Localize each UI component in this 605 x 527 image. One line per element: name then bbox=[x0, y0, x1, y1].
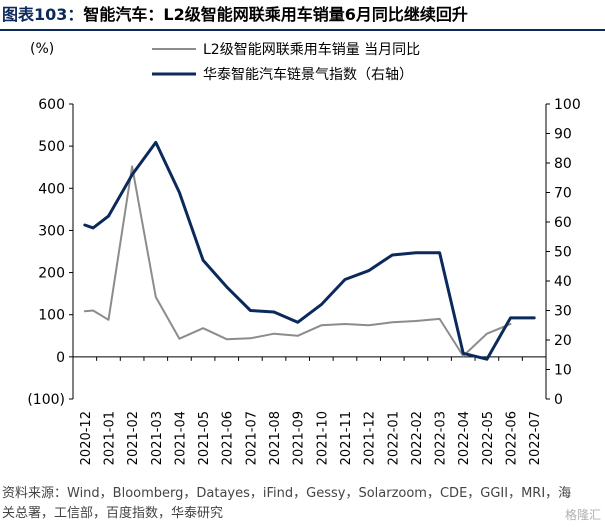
x-tick-label: 2022-04 bbox=[457, 411, 472, 465]
left-tick-label: 100 bbox=[38, 308, 65, 324]
x-tick-label: 2022-03 bbox=[434, 411, 449, 465]
series-line bbox=[83, 165, 512, 357]
x-tick-label: 2021-01 bbox=[102, 411, 117, 465]
left-tick-label: 600 bbox=[38, 97, 65, 113]
left-tick-label: 0 bbox=[56, 350, 65, 366]
source-note: 资料来源：Wind，Bloomberg，Datayes，iFind，Gessy，… bbox=[2, 486, 572, 521]
x-tick-label: 2022-02 bbox=[410, 411, 425, 465]
right-tick-label: 100 bbox=[554, 97, 581, 113]
left-tick-label: 200 bbox=[38, 266, 65, 282]
x-tick-label: 2021-11 bbox=[339, 411, 354, 465]
right-tick-label: 70 bbox=[554, 186, 572, 202]
left-tick-label: 300 bbox=[38, 223, 65, 239]
watermark: 格隆汇 bbox=[564, 508, 601, 522]
right-tick-label: 40 bbox=[554, 274, 572, 290]
right-tick-label: 30 bbox=[554, 304, 572, 320]
x-tick-label: 2022-05 bbox=[481, 411, 496, 465]
x-tick-label: 2021-05 bbox=[197, 411, 212, 465]
x-tick-label: 2021-08 bbox=[268, 411, 283, 465]
x-tick-label: 2020-12 bbox=[79, 411, 94, 465]
x-tick-label: 2021-04 bbox=[173, 411, 188, 465]
right-tick-label: 50 bbox=[554, 245, 572, 261]
x-tick-label: 2022-06 bbox=[505, 411, 520, 465]
x-tick-label: 2021-09 bbox=[292, 411, 307, 465]
right-tick-label: 20 bbox=[554, 333, 572, 349]
chart-title: 智能汽车：L2级智能网联乘用车销量6月同比继续回升 bbox=[83, 5, 468, 24]
x-tick-label: 2022-01 bbox=[386, 411, 401, 465]
left-tick-label: (100) bbox=[27, 392, 65, 408]
x-tick-label: 2021-06 bbox=[221, 411, 236, 465]
right-tick-label: 60 bbox=[554, 215, 572, 231]
left-tick-label: 400 bbox=[38, 181, 65, 197]
title-divider bbox=[0, 29, 605, 31]
line-chart: (100) 0 100 200 300 400 500 600 0 10 20 30 40 50 60 70 8… bbox=[27, 41, 581, 465]
x-tick-label: 2021-02 bbox=[126, 411, 141, 465]
right-tick-label: 80 bbox=[554, 156, 572, 172]
series-line bbox=[83, 140, 536, 361]
x-tick-label: 2021-07 bbox=[244, 411, 259, 465]
figure-title: 图表103：智能汽车：L2级智能网联乘用车销量6月同比继续回升 bbox=[0, 0, 605, 30]
figure-label: 图表103： bbox=[2, 5, 84, 24]
left-axis-unit: (%) bbox=[30, 41, 54, 57]
legend-label: 华泰智能汽车链景气指数（右轴） bbox=[203, 66, 413, 83]
right-tick-label: 0 bbox=[554, 392, 563, 408]
x-tick-label: 2021-03 bbox=[150, 411, 165, 465]
x-tick-label: 2021-10 bbox=[315, 411, 330, 465]
right-tick-label: 90 bbox=[554, 127, 572, 143]
x-tick-label: 2021-12 bbox=[363, 411, 378, 465]
x-tick-label: 2022-07 bbox=[528, 411, 543, 465]
legend-label: L2级智能网联乘用车销量 当月同比 bbox=[203, 41, 420, 58]
left-tick-label: 500 bbox=[38, 139, 65, 155]
right-tick-label: 10 bbox=[554, 363, 572, 379]
